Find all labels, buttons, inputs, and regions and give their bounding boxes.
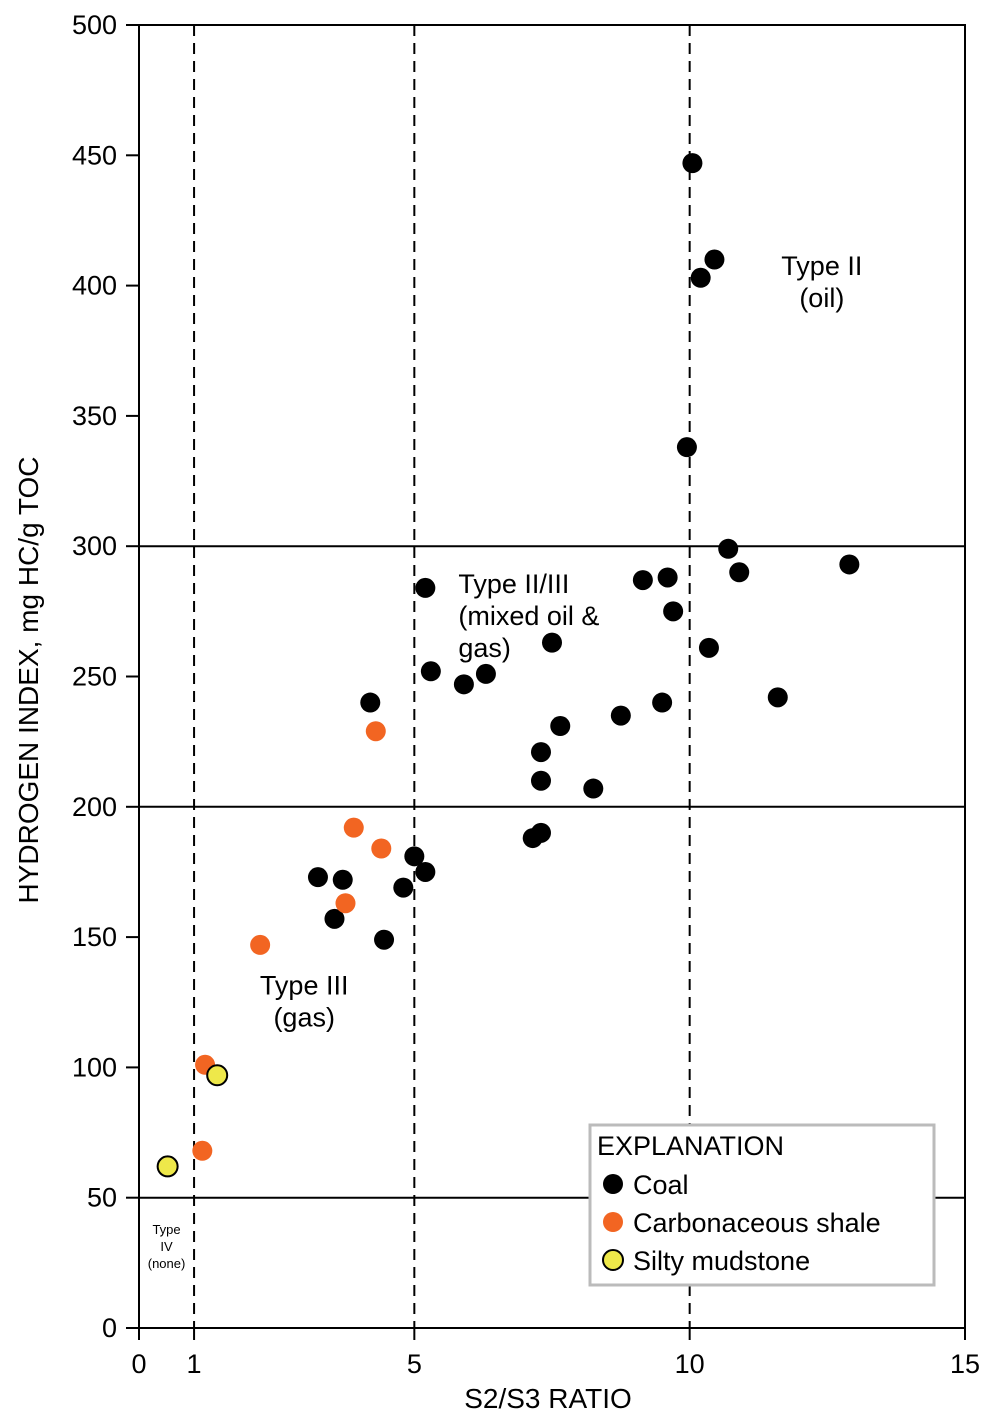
data-point	[415, 577, 436, 598]
data-point	[676, 437, 697, 458]
data-point	[365, 721, 386, 742]
data-point	[404, 846, 425, 867]
legend-marker	[602, 1249, 624, 1271]
data-point	[652, 692, 673, 713]
data-point	[250, 934, 271, 955]
region-label: Type	[152, 1222, 180, 1237]
data-point	[767, 687, 788, 708]
data-point	[663, 601, 684, 622]
data-point	[206, 1064, 229, 1087]
series-coal	[307, 153, 860, 950]
y-axis-label: HYDROGEN INDEX, mg HC/g TOC	[13, 456, 44, 903]
y-tick-label: 400	[72, 271, 117, 301]
y-tick-label: 100	[72, 1052, 117, 1082]
y-tick-label: 0	[102, 1313, 117, 1343]
series-silty-mudstone	[156, 1064, 229, 1178]
x-tick-label: 5	[407, 1349, 422, 1379]
region-label: gas)	[458, 633, 511, 663]
legend-marker	[603, 1212, 623, 1232]
legend-label: Carbonaceous shale	[633, 1208, 881, 1238]
data-point	[729, 562, 750, 583]
legend: EXPLANATION Coal Carbonaceous shale Silty m…	[588, 1123, 936, 1287]
data-point	[156, 1155, 179, 1178]
region-label: Type III	[260, 970, 349, 1000]
legend-title: EXPLANATION	[597, 1131, 784, 1161]
x-axis: 0 1 5 10 15	[131, 1328, 980, 1379]
data-point	[550, 716, 571, 737]
data-point	[475, 663, 496, 684]
legend-label: Coal	[633, 1170, 689, 1200]
data-point	[632, 570, 653, 591]
region-label: IV	[160, 1239, 173, 1254]
x-axis-label: S2/S3 RATIO	[464, 1383, 632, 1414]
region-label: (none)	[148, 1256, 186, 1271]
data-point	[839, 554, 860, 575]
data-point	[307, 867, 328, 888]
plot-frame	[138, 24, 966, 1329]
data-point	[192, 1140, 213, 1161]
region-label: (mixed oil &	[458, 601, 599, 631]
data-point	[704, 249, 725, 270]
x-tick-label: 0	[131, 1349, 146, 1379]
data-point	[530, 822, 551, 843]
data-point	[393, 877, 414, 898]
data-point	[360, 692, 381, 713]
y-tick-label: 200	[72, 792, 117, 822]
data-point	[343, 817, 364, 838]
region-labels: Type II(oil) Type II/III(mixed oil &gas) T…	[148, 251, 863, 1271]
y-tick-label: 500	[72, 10, 117, 40]
data-point	[583, 778, 604, 799]
data-point	[542, 632, 562, 653]
data-point	[453, 674, 474, 695]
data-point	[415, 861, 436, 882]
data-point	[335, 893, 356, 914]
legend-marker	[603, 1174, 623, 1194]
x-tick-label: 15	[950, 1349, 980, 1379]
y-tick-label: 350	[72, 401, 117, 431]
data-point	[374, 929, 395, 950]
data-point	[371, 838, 392, 859]
region-label: Type II	[781, 251, 862, 281]
x-tick-label: 10	[675, 1349, 705, 1379]
data-point	[610, 705, 631, 726]
y-tick-label: 150	[72, 922, 117, 952]
type-divider-lines	[139, 25, 965, 1328]
region-label: Type II/III	[458, 569, 569, 599]
y-tick-label: 50	[87, 1183, 117, 1213]
data-point	[530, 770, 551, 791]
data-point	[718, 538, 739, 559]
data-point	[690, 267, 711, 288]
y-tick-label: 300	[72, 531, 117, 561]
legend-box	[588, 1123, 936, 1287]
series-carbonaceous-shale	[192, 721, 392, 1161]
data-point	[530, 742, 551, 763]
region-label: (gas)	[273, 1002, 335, 1032]
y-tick-label: 450	[72, 140, 117, 170]
data-points	[156, 153, 860, 1178]
y-tick-label: 250	[72, 662, 117, 692]
data-point	[657, 567, 678, 588]
data-point	[332, 869, 353, 890]
legend-label: Silty mudstone	[633, 1246, 810, 1276]
data-point	[324, 908, 345, 929]
data-point	[682, 153, 703, 174]
data-point	[420, 661, 441, 682]
y-axis: 0 50 100 150 200 250 300 350 400 450 500	[72, 10, 139, 1343]
x-tick-label: 1	[187, 1349, 202, 1379]
region-label: (oil)	[799, 283, 844, 313]
data-point	[698, 637, 719, 658]
